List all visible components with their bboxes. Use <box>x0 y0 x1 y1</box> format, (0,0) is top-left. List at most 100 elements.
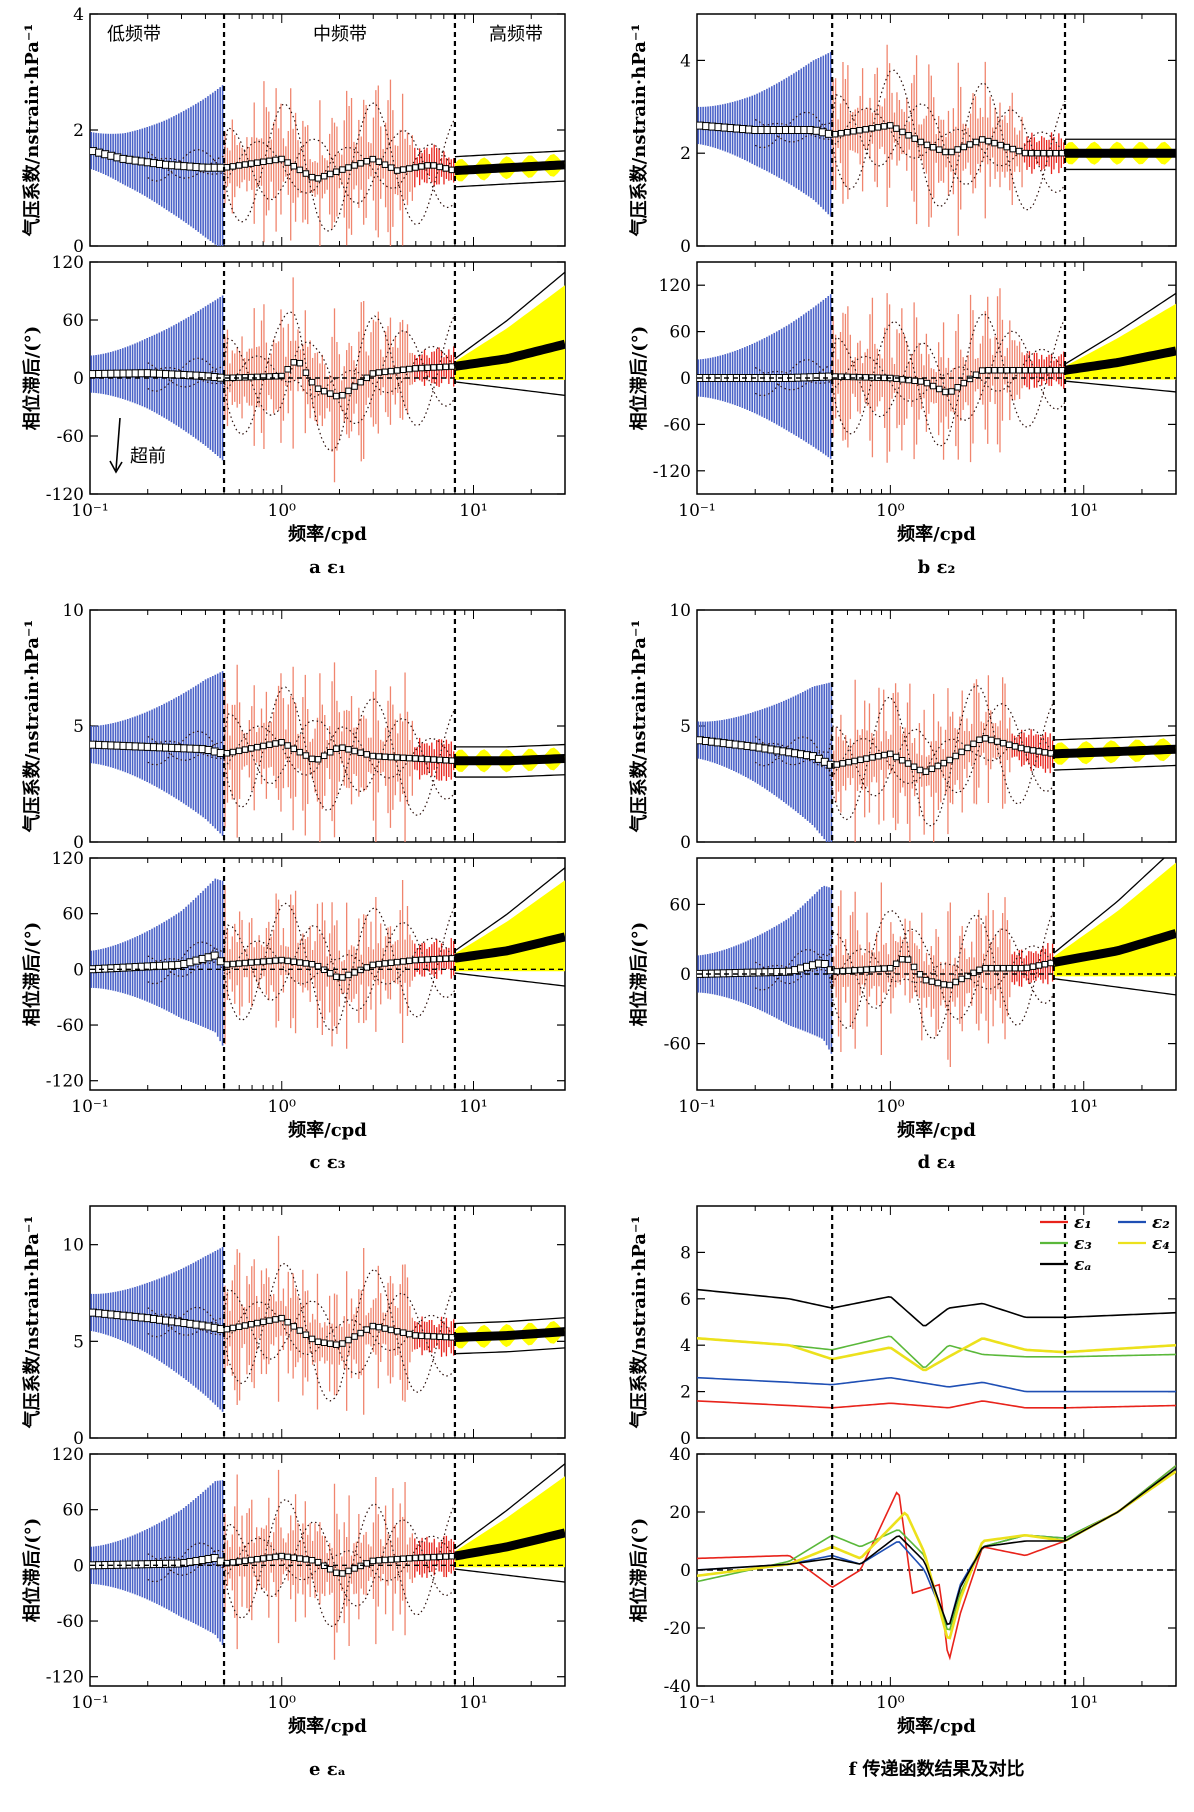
e-amplitude-marker <box>418 1332 425 1340</box>
d-phase-high-trend <box>1052 929 1176 967</box>
e-phase-marker <box>363 1560 370 1567</box>
d-amplitude-marker <box>892 753 900 761</box>
e-amplitude-marker <box>387 1326 395 1334</box>
b-phase-marker <box>837 373 845 380</box>
b-phase-marker <box>850 373 857 381</box>
b-phase-y-tick-label: 0 <box>680 369 691 389</box>
c-amplitude-marker <box>406 754 413 762</box>
d-phase-marker <box>898 956 906 963</box>
d-amplitude-marker <box>958 748 965 756</box>
a-amplitude-marker <box>363 157 370 165</box>
b-amplitude-marker <box>997 141 1004 149</box>
e-amplitude-y-axis-title: 气压系数/nstrain·hPa⁻¹ <box>21 1216 43 1430</box>
a-amplitude-marker <box>296 166 304 174</box>
b-phase-marker <box>966 375 974 383</box>
b-phase-y-axis-title: 相位滞后/(°) <box>628 326 650 431</box>
e-phase-frame <box>89 1453 566 1687</box>
c-amplitude-high-upper-line <box>454 743 565 748</box>
b-phase-scatter-curve <box>754 330 1066 421</box>
b-amplitude-scatter-curve <box>754 94 1066 194</box>
a-x-axis-title: 频率/cpd <box>288 523 367 545</box>
a-amplitude-marker <box>399 166 407 173</box>
a-amplitude-marker <box>247 160 255 167</box>
a-phase-marker <box>247 373 255 381</box>
d-amplitude-marker <box>994 738 1001 745</box>
d-x-axis-title: 频率/cpd <box>897 1119 976 1141</box>
d-amplitude-marker <box>1035 748 1043 755</box>
f-phase-series-3 <box>697 1470 1176 1640</box>
c-amplitude-high-lower-line <box>454 774 565 778</box>
a-amplitude-high-upper-line <box>454 150 565 158</box>
e-amplitude-marker <box>235 1323 243 1330</box>
a-phase-marker <box>272 373 279 380</box>
a-phase-marker <box>254 373 261 381</box>
a-amplitude-marker <box>393 167 401 174</box>
d-phase-data <box>697 858 1176 1067</box>
e-phase-scatter-curve <box>147 1498 456 1628</box>
b-phase-marker <box>985 367 992 374</box>
panel-b-amplitude: 0 2 4 气压系数/nstrain·hPa⁻¹ <box>628 13 1177 257</box>
f-amplitude-series-0 <box>697 1400 1176 1409</box>
a-amplitude-marker <box>351 162 358 169</box>
c-phase-marker <box>278 956 285 964</box>
c-phase-marker <box>363 964 370 971</box>
a-amplitude-data <box>90 79 565 246</box>
d-phase-marker <box>1005 964 1013 972</box>
e-amplitude-marker <box>357 1329 364 1337</box>
c-phase-marker <box>266 957 273 965</box>
b-amplitude-marker <box>1058 149 1066 157</box>
c-phase-marker <box>333 973 340 981</box>
b-amplitude-marker <box>948 148 955 156</box>
d-amplitude-y-tick-label: 5 <box>680 717 691 737</box>
e-phase-marker <box>326 1566 334 1573</box>
c-phase-marker <box>412 956 419 964</box>
d-phase-y-tick-label: 60 <box>669 895 691 915</box>
e-amplitude-marker <box>406 1330 413 1338</box>
b-amplitude-data <box>697 44 1176 236</box>
d-phase-marker <box>994 964 1001 972</box>
d-phase-marker <box>1023 964 1031 972</box>
d-phase-marker <box>839 967 846 975</box>
a-amplitude-marker <box>369 155 377 163</box>
e-amplitude-high-lower-line <box>454 1347 565 1355</box>
d-phase-marker <box>952 978 959 986</box>
d-phase-marker <box>892 960 900 968</box>
e-phase-scatter-curve <box>147 1519 456 1607</box>
a-x-tick-label: 10⁰ <box>268 501 297 521</box>
panel-d: 0 5 10 气压系数/nstrain·hPa⁻¹ 10⁻¹ 10⁰ 10¹ 频率/cpd -6… <box>628 601 1177 1173</box>
c-amplitude-marker <box>345 746 352 753</box>
b-amplitude-marker <box>917 138 925 146</box>
b-phase-high-trend <box>1064 346 1176 375</box>
c-phase-y-tick-label: -120 <box>46 1072 84 1092</box>
b-amplitude-marker <box>991 139 998 147</box>
a-phase-marker <box>302 369 310 376</box>
d-amplitude-y-tick-label: 10 <box>669 601 691 621</box>
d-amplitude-marker <box>976 736 983 744</box>
d-phase-marker <box>916 971 924 978</box>
a-amplitude-marker <box>308 173 316 181</box>
d-phase-marker <box>1029 963 1037 970</box>
d-amplitude-y-tick-label: 0 <box>680 833 691 853</box>
c-amplitude-marker <box>424 755 431 763</box>
c-amplitude-marker <box>375 753 383 760</box>
a-phase-high-band-envelope <box>454 285 565 380</box>
d-amplitude-marker <box>928 765 936 773</box>
b-amplitude-marker <box>1052 149 1060 157</box>
b-phase-marker <box>1003 367 1010 374</box>
e-amplitude-marker <box>381 1325 389 1332</box>
a-amplitude-marker <box>229 163 237 170</box>
b-phase-marker <box>1046 367 1053 374</box>
c-amplitude-y-tick-label: 10 <box>62 601 84 621</box>
d-phase-marker <box>988 964 995 972</box>
d-amplitude-high-upper-line <box>1053 734 1176 741</box>
c-amplitude-marker <box>339 744 346 751</box>
a-phase-marker <box>290 359 298 366</box>
d-phase-marker <box>970 969 977 977</box>
e-amplitude-marker <box>272 1316 279 1323</box>
c-phase-marker <box>351 969 358 976</box>
e-phase-marker <box>430 1553 437 1561</box>
e-phase-high-upper-line <box>454 1463 565 1550</box>
b-amplitude-marker <box>911 135 918 142</box>
a-phase-y-tick-label: 60 <box>62 311 84 331</box>
c-amplitude-marker <box>235 747 243 755</box>
